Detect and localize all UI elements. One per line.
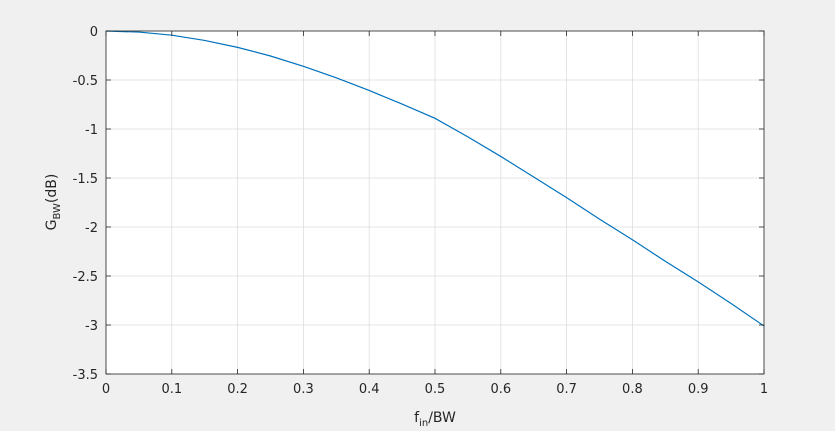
x-axis-label-rest: /BW: [428, 410, 456, 426]
y-tick-label: 0: [90, 25, 98, 40]
x-tick-label: 0.1: [161, 382, 182, 397]
y-tick-label: -3.5: [73, 368, 98, 383]
y-axis-label-main: G: [44, 219, 60, 230]
x-tick-label: 0.9: [688, 382, 709, 397]
y-axis-label-sub: BW: [52, 203, 63, 220]
x-tick-label: 0.2: [227, 382, 248, 397]
x-axis-label-sub: in: [419, 418, 428, 429]
y-tick-label: -2.5: [73, 270, 98, 285]
y-tick-label: -1.5: [73, 172, 98, 187]
y-tick-label: -0.5: [73, 74, 98, 89]
x-tick-label: 0.5: [425, 382, 446, 397]
series-line: [105, 30, 765, 327]
x-tick-label: 0.7: [556, 382, 577, 397]
y-tick-label: -3: [85, 319, 98, 334]
x-tick-label: 0.4: [359, 382, 380, 397]
x-tick-label: 0: [102, 382, 110, 397]
x-tick-label: 1: [760, 382, 768, 397]
x-tick-label: 0.3: [293, 382, 314, 397]
y-tick-label: -2: [85, 221, 98, 236]
x-tick-label: 0.8: [622, 382, 643, 397]
x-axis-label: fin/BW: [414, 410, 456, 429]
y-axis-label-rest: (dB): [44, 174, 60, 203]
x-axis-label-main: f: [414, 410, 420, 426]
x-tick-label: 0.6: [490, 382, 511, 397]
y-tick-label: -1: [85, 123, 98, 138]
y-axis-label: GBW(dB): [44, 174, 63, 231]
y-ticks: 0 -0.5 -1 -1.5 -2 -2.5 -3 -3.5: [73, 25, 764, 383]
x-ticks: 0 0.1 0.2 0.3 0.4 0.5 0.6 0.7 0.8 0.9 1: [102, 31, 768, 397]
